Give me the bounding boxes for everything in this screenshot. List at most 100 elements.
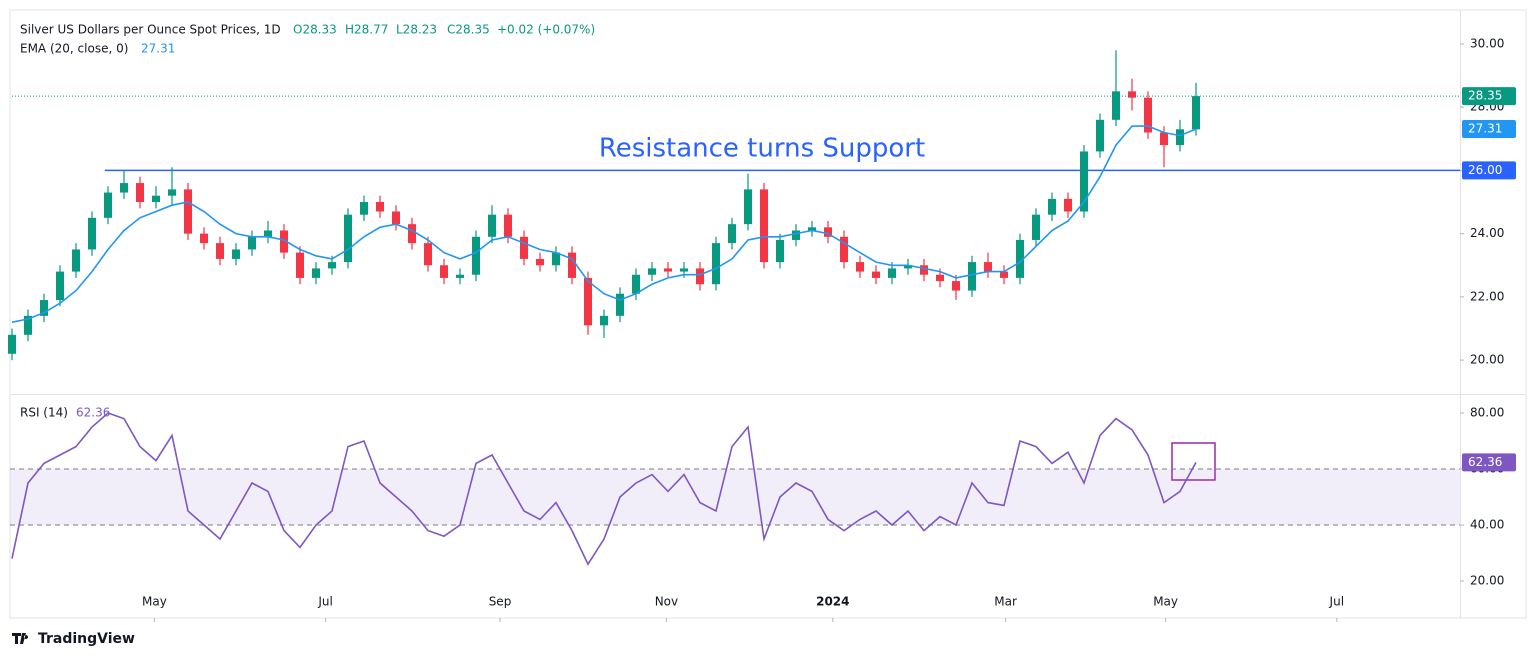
ema-tag: 27.31 — [1468, 121, 1502, 135]
candle-body — [184, 189, 192, 234]
candle-body — [904, 265, 912, 269]
candle-body — [584, 277, 592, 326]
candle-body — [1064, 198, 1072, 212]
candle-body — [408, 224, 416, 244]
candle-body — [952, 281, 960, 291]
x-tick-label: 2024 — [816, 595, 849, 609]
candle-body — [88, 217, 96, 250]
candle-body — [696, 268, 704, 285]
x-tick-label: Sep — [489, 595, 512, 609]
candle-body — [168, 189, 176, 196]
last-price-tag: 28.35 — [1468, 89, 1502, 103]
header-value: L28.23 — [396, 23, 437, 37]
candle-body — [104, 192, 112, 218]
candle-body — [776, 239, 784, 263]
y-tick-label: 80.00 — [1470, 405, 1504, 419]
candle-body — [984, 262, 992, 272]
resistance-tag: 26.00 — [1468, 163, 1502, 177]
candle-body — [1032, 214, 1040, 240]
x-tick-label: Jul — [317, 595, 332, 609]
candle-body — [1160, 132, 1168, 146]
candle-body — [616, 293, 624, 316]
brand: TradingView — [38, 631, 135, 647]
candle-body — [728, 224, 736, 244]
candle-body — [792, 230, 800, 240]
candle-body — [1144, 97, 1152, 133]
candle-body — [1016, 239, 1024, 278]
candle-body — [472, 236, 480, 275]
candle-body — [888, 268, 896, 278]
y-tick-label: 30.00 — [1470, 36, 1504, 50]
candle-body — [392, 211, 400, 225]
header-value: H28.77 — [345, 23, 388, 37]
candle-body — [664, 268, 672, 272]
candle-body — [56, 271, 64, 301]
candle-body — [120, 183, 128, 193]
candle-body — [440, 265, 448, 278]
candle-body — [152, 195, 160, 203]
candle-body — [328, 262, 336, 269]
rsi-band — [10, 468, 1460, 525]
candle-body — [600, 315, 608, 326]
header-value: O28.33 — [293, 23, 337, 37]
rsi-tag-bg — [1462, 453, 1516, 472]
candle-body — [8, 334, 16, 354]
x-tick-label: Jul — [1329, 595, 1344, 609]
last-price-tag-bg — [1462, 87, 1516, 106]
candle-body — [1000, 271, 1008, 278]
candle-body — [712, 243, 720, 285]
candle-body — [936, 274, 944, 282]
x-tick-label: May — [142, 595, 167, 609]
candle-body — [488, 214, 496, 237]
candle-body — [760, 189, 768, 263]
candle-body — [824, 227, 832, 237]
candle-body — [424, 243, 432, 266]
candle-body — [968, 262, 976, 291]
header-value: C28.35 — [447, 23, 490, 37]
frame — [9, 9, 1527, 619]
y-tick-label: 20.00 — [1470, 353, 1504, 367]
candle-body — [680, 268, 688, 272]
x-tick-label: Nov — [655, 595, 678, 609]
candle-body — [1176, 129, 1184, 146]
candle-body — [280, 230, 288, 253]
candle-body — [872, 271, 880, 278]
y-tick-label: 40.00 — [1470, 517, 1504, 531]
candle-body — [552, 252, 560, 266]
ema-value: 27.31 — [141, 42, 175, 56]
candle-body — [376, 202, 384, 212]
candle-body — [24, 315, 32, 335]
candle-body — [344, 214, 352, 263]
candle-body — [856, 262, 864, 272]
candle-body — [632, 274, 640, 294]
header-value: +0.02 (+0.07%) — [497, 23, 595, 37]
candle-body — [136, 183, 144, 203]
candle-body — [744, 189, 752, 225]
x-tick-label: Mar — [994, 595, 1017, 609]
candle-body — [1128, 91, 1136, 98]
candle-body — [1080, 151, 1088, 212]
annotation: Resistance turns Support — [599, 134, 925, 164]
candle-body — [1096, 119, 1104, 152]
candle-body — [296, 252, 304, 278]
ema-legend: EMA (20, close, 0) — [20, 42, 128, 56]
candle-body — [840, 236, 848, 263]
rsi-legend: RSI (14) — [20, 406, 68, 420]
candle-body — [568, 252, 576, 278]
candle-body — [264, 230, 272, 237]
candle-body — [1192, 96, 1200, 130]
candle-body — [248, 236, 256, 250]
chart-title: Silver US Dollars per Ounce Spot Prices,… — [20, 23, 281, 37]
candle-body — [360, 202, 368, 215]
x-tick-label: May — [1153, 595, 1178, 609]
candle-body — [72, 249, 80, 272]
candle-body — [808, 227, 816, 231]
candle-body — [536, 258, 544, 266]
rsi-value: 62.36 — [76, 406, 110, 420]
candle-body — [200, 233, 208, 244]
y-tick-label: 22.00 — [1470, 289, 1504, 303]
candle-body — [1112, 91, 1120, 120]
candle-body — [920, 265, 928, 275]
rsi-tag: 62.36 — [1468, 455, 1502, 469]
